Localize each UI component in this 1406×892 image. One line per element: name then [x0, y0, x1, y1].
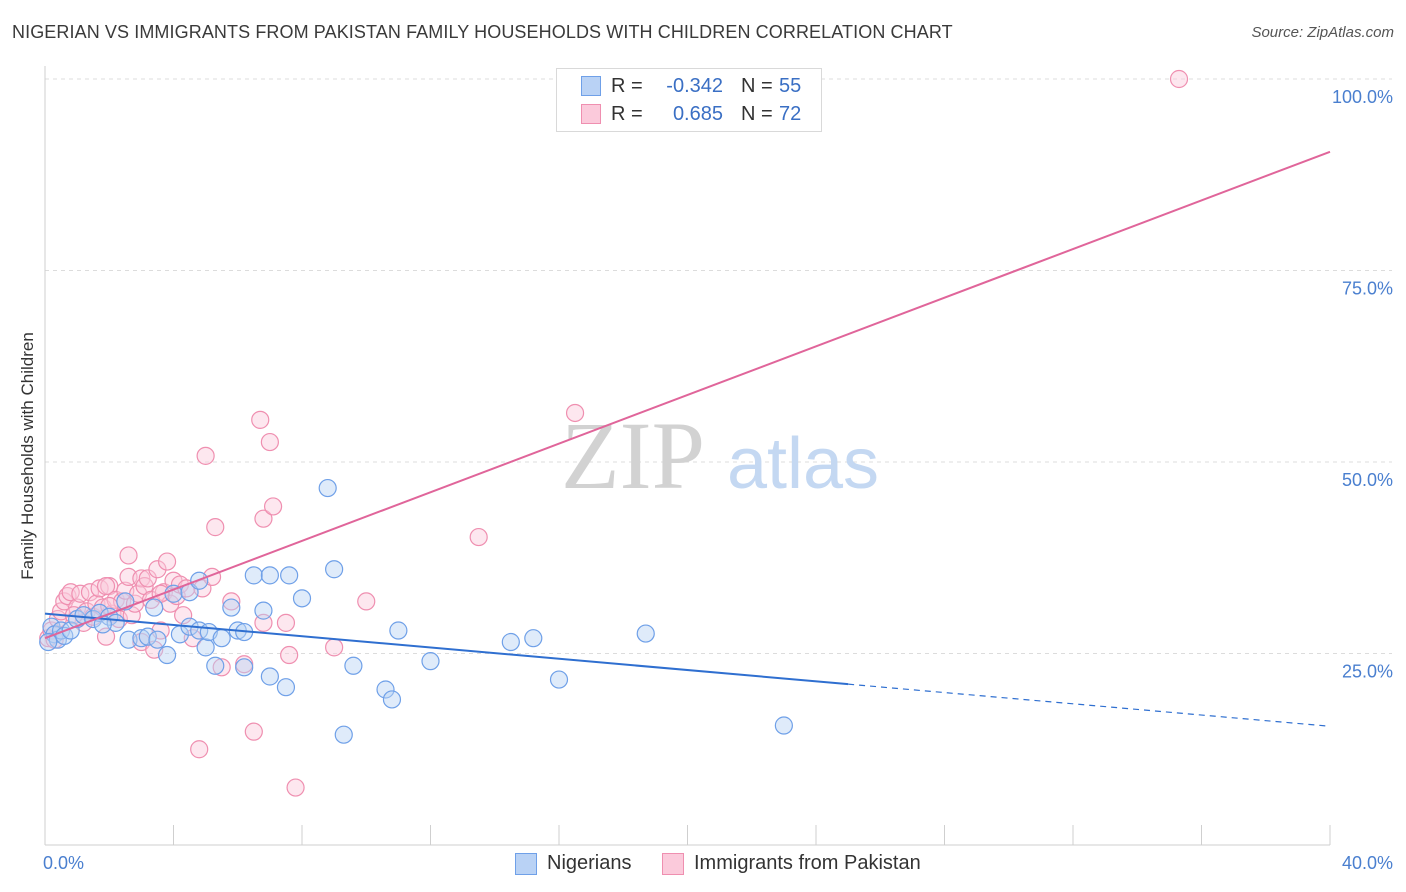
data-point-nigerians — [222, 598, 241, 617]
data-point-nigerians — [325, 560, 344, 579]
data-point-nigerians — [148, 630, 167, 649]
data-point-nigerians — [774, 716, 793, 735]
data-point-nigerians — [244, 566, 263, 585]
data-point-pakistan — [325, 638, 344, 657]
data-point-pakistan — [251, 410, 270, 429]
data-point-pakistan — [565, 403, 585, 423]
data-point-pakistan — [263, 497, 283, 516]
data-point-pakistan — [244, 722, 263, 741]
y-tick-labels: 25.0% 50.0% 75.0% 100.0% — [1332, 87, 1393, 682]
data-point-nigerians — [376, 680, 395, 699]
data-point-pakistan — [174, 606, 193, 625]
data-point-nigerians — [280, 566, 299, 585]
data-point-nigerians — [157, 645, 177, 665]
y-tick-label: 75.0% — [1342, 279, 1393, 299]
data-point-pakistan — [119, 546, 138, 565]
legend-r-label: R = — [611, 74, 643, 97]
data-point-nigerians — [254, 601, 273, 620]
grid — [45, 78, 1392, 654]
axes — [44, 66, 1331, 846]
data-point-nigerians — [132, 629, 151, 648]
data-point-pakistan — [138, 569, 157, 588]
x-tick-label: 40.0% — [1342, 853, 1393, 873]
legend-swatch-pakistan — [581, 104, 601, 124]
data-point-pakistan — [469, 527, 488, 547]
data-point-pakistan — [190, 740, 209, 759]
legend-r-label: R = — [611, 102, 643, 125]
legend-swatch-nigerians — [515, 852, 537, 875]
data-point-nigerians — [235, 658, 254, 677]
legend-swatch-pakistan — [662, 852, 684, 875]
data-point-pakistan — [206, 518, 225, 537]
x-tick-label: 0.0% — [43, 853, 84, 873]
data-point-nigerians — [318, 478, 337, 498]
data-point-nigerians — [636, 624, 655, 643]
legend-item-pakistan: Immigrants from Pakistan — [662, 852, 921, 875]
legend-r-value: 0.685 — [672, 102, 723, 125]
legend-n-value: 72 — [779, 102, 802, 125]
data-point-pakistan — [196, 446, 215, 465]
data-point-pakistan — [157, 552, 177, 571]
legend-row-pakistan: R = 0.685 N = 72 — [581, 101, 801, 127]
trend-line-nigerians-extension — [848, 683, 1331, 727]
legend-label-pakistan: Immigrants from Pakistan — [694, 852, 921, 874]
data-point-nigerians — [145, 598, 164, 617]
series-legend: Nigerians Immigrants from Pakistan — [0, 852, 1406, 876]
source-label: Source: ZipAtlas.com — [1251, 24, 1394, 41]
legend-n-label: N = — [741, 74, 773, 97]
data-point-nigerians — [382, 690, 402, 709]
data-point-nigerians — [260, 667, 279, 686]
y-tick-label: 25.0% — [1342, 662, 1393, 682]
data-point-nigerians — [389, 621, 408, 640]
data-point-nigerians — [501, 632, 520, 652]
data-point-pakistan — [80, 583, 100, 602]
legend-swatch-nigerians — [581, 76, 601, 96]
data-point-nigerians — [196, 638, 215, 657]
y-axis-label: Family Households with Children — [18, 332, 37, 580]
trend-lines — [44, 150, 1331, 727]
data-point-pakistan — [357, 592, 376, 611]
data-point-nigerians — [549, 670, 569, 689]
chart-title: NIGERIAN VS IMMIGRANTS FROM PAKISTAN FAM… — [12, 22, 953, 42]
data-point-nigerians — [344, 656, 363, 675]
correlation-legend: R = -0.342 N = 55 R = 0.685 N = 72 — [556, 68, 822, 132]
data-point-pakistan — [1169, 69, 1189, 89]
legend-row-nigerians: R = -0.342 N = 55 — [581, 73, 801, 99]
data-point-nigerians — [334, 725, 353, 744]
data-point-pakistan — [260, 432, 279, 452]
legend-label-nigerians: Nigerians — [547, 852, 632, 874]
y-tick-label: 50.0% — [1342, 470, 1393, 490]
data-point-nigerians — [39, 632, 58, 652]
data-point-pakistan — [280, 645, 299, 665]
y-tick-label: 100.0% — [1332, 87, 1393, 107]
watermark-atlas: atlas — [727, 424, 879, 504]
legend-item-nigerians: Nigerians — [515, 852, 631, 875]
data-point-pakistan — [286, 778, 305, 797]
data-point-nigerians — [276, 678, 296, 697]
legend-n-value: 55 — [779, 74, 802, 97]
trend-line-pakistan — [44, 150, 1331, 640]
watermark: ZIP atlas — [561, 402, 879, 509]
data-point-pakistan — [222, 592, 241, 611]
data-point-nigerians — [260, 566, 279, 585]
data-point-pakistan — [254, 509, 273, 528]
data-point-pakistan — [96, 576, 116, 596]
data-point-pakistan — [212, 658, 231, 677]
data-point-nigerians — [206, 656, 225, 675]
data-point-pakistan — [148, 560, 167, 579]
watermark-zip: ZIP — [561, 402, 705, 509]
data-point-nigerians — [212, 629, 231, 648]
data-point-nigerians — [421, 652, 440, 671]
x-tick-labels: 0.0% 40.0% — [43, 853, 1393, 873]
series-nigerians-points — [39, 478, 793, 744]
data-point-pakistan — [276, 613, 296, 632]
legend-r-value: -0.342 — [666, 74, 723, 97]
data-point-nigerians — [292, 589, 312, 608]
trend-line-nigerians — [44, 612, 849, 686]
legend-n-label: N = — [741, 102, 773, 125]
data-point-nigerians — [524, 629, 543, 648]
